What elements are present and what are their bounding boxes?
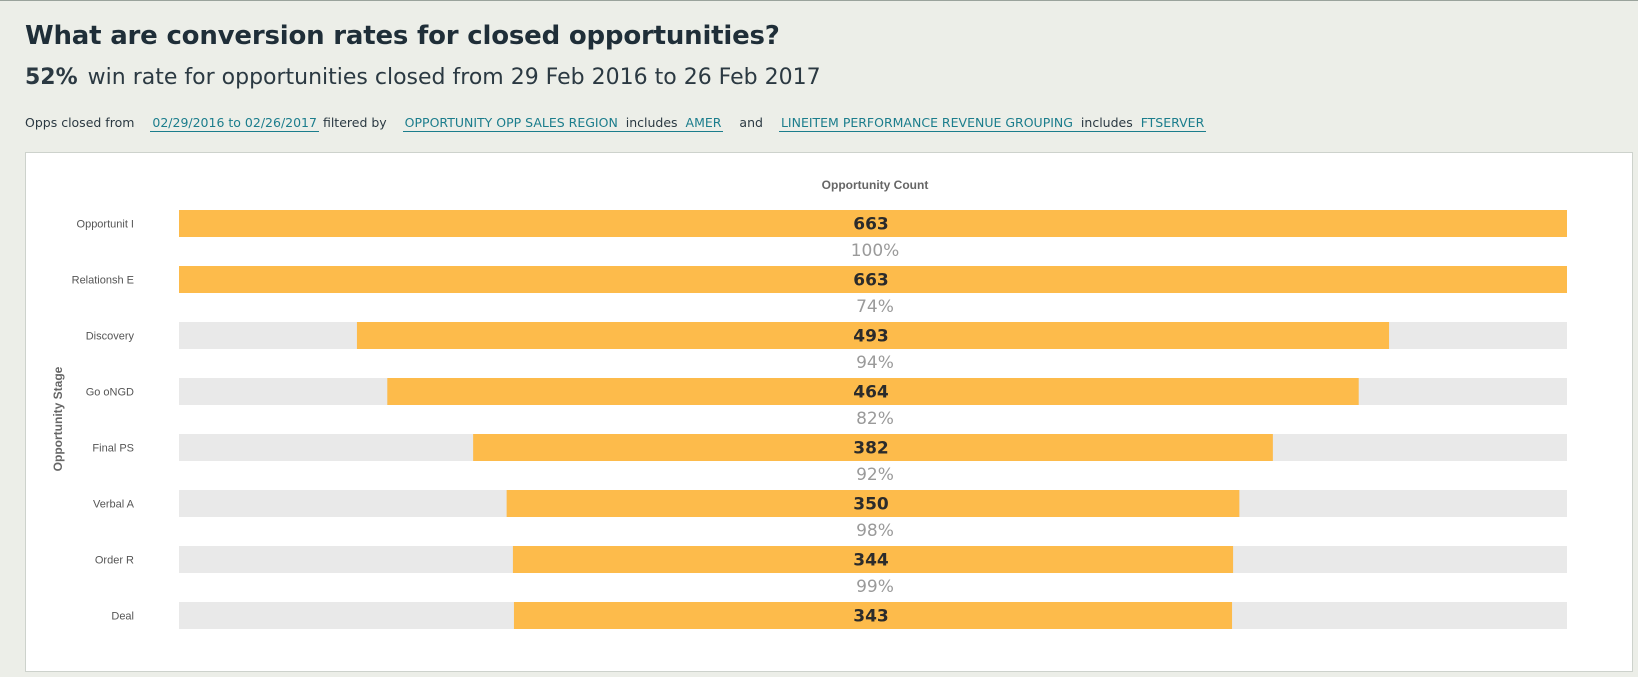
date-range-filter[interactable]: 02/29/2016 to 02/26/2017 <box>150 115 319 132</box>
stage-label-4: Go oNGD <box>86 387 134 399</box>
revenue-grouping-op: includes <box>1081 115 1133 130</box>
bar-value-label-1: 663 <box>853 215 889 235</box>
bar-value-label-5: 382 <box>853 439 889 459</box>
bar-value-label-2: 663 <box>853 271 889 291</box>
sales-region-filter[interactable]: OPPORTUNITY OPP SALES REGION includes AM… <box>403 115 724 132</box>
filter-prefix: Opps closed from <box>25 115 134 130</box>
win-rate-value: 52% <box>25 65 78 90</box>
bar-value-label-7: 344 <box>853 551 889 571</box>
sales-region-value: AMER <box>686 115 722 130</box>
bar-value-label-6: 350 <box>853 495 889 515</box>
conversion-rate-label-4: 82% <box>856 409 894 429</box>
stage-label-7: Order R <box>95 555 134 567</box>
bar-value-label-3: 493 <box>853 327 889 347</box>
y-axis-title: Opportunity Stage <box>51 366 65 471</box>
filtered-by-text: filtered by <box>323 115 387 130</box>
conversion-rate-label-3: 94% <box>856 353 894 373</box>
win-rate-description: win rate for opportunities closed from 2… <box>88 65 821 90</box>
and-text: and <box>739 115 763 130</box>
conversion-rate-label-7: 99% <box>856 577 894 597</box>
sales-region-field: OPPORTUNITY OPP SALES REGION <box>405 115 618 130</box>
page-title: What are conversion rates for closed opp… <box>25 21 780 51</box>
sales-region-op: includes <box>626 115 678 130</box>
funnel-chart: Opportunity Count Opportunity Stage Oppo… <box>26 153 1632 671</box>
stage-label-5: Final PS <box>92 443 134 455</box>
page-subtitle: 52% win rate for opportunities closed fro… <box>25 65 821 90</box>
stage-label-3: Discovery <box>86 331 135 343</box>
revenue-grouping-filter[interactable]: LINEITEM PERFORMANCE REVENUE GROUPING in… <box>779 115 1206 132</box>
x-axis-title: Opportunity Count <box>822 178 929 192</box>
conversion-rate-label-1: 100% <box>851 241 900 261</box>
conversion-rate-label-5: 92% <box>856 465 894 485</box>
filter-bar: Opps closed from 02/29/2016 to 02/26/201… <box>25 115 1206 130</box>
stage-label-8: Deal <box>111 611 134 623</box>
conversion-rate-label-6: 98% <box>856 521 894 541</box>
conversion-rate-label-2: 74% <box>856 297 894 317</box>
revenue-grouping-value: FTSERVER <box>1141 115 1205 130</box>
bar-value-label-8: 343 <box>853 607 889 627</box>
revenue-grouping-field: LINEITEM PERFORMANCE REVENUE GROUPING <box>781 115 1073 130</box>
funnel-chart-panel: Opportunity Count Opportunity Stage Oppo… <box>25 152 1633 672</box>
bar-value-label-4: 464 <box>853 383 889 403</box>
stage-label-6: Verbal A <box>93 499 135 511</box>
stage-label-2: Relationsh E <box>72 275 134 287</box>
stage-label-1: Opportunit I <box>77 219 134 231</box>
